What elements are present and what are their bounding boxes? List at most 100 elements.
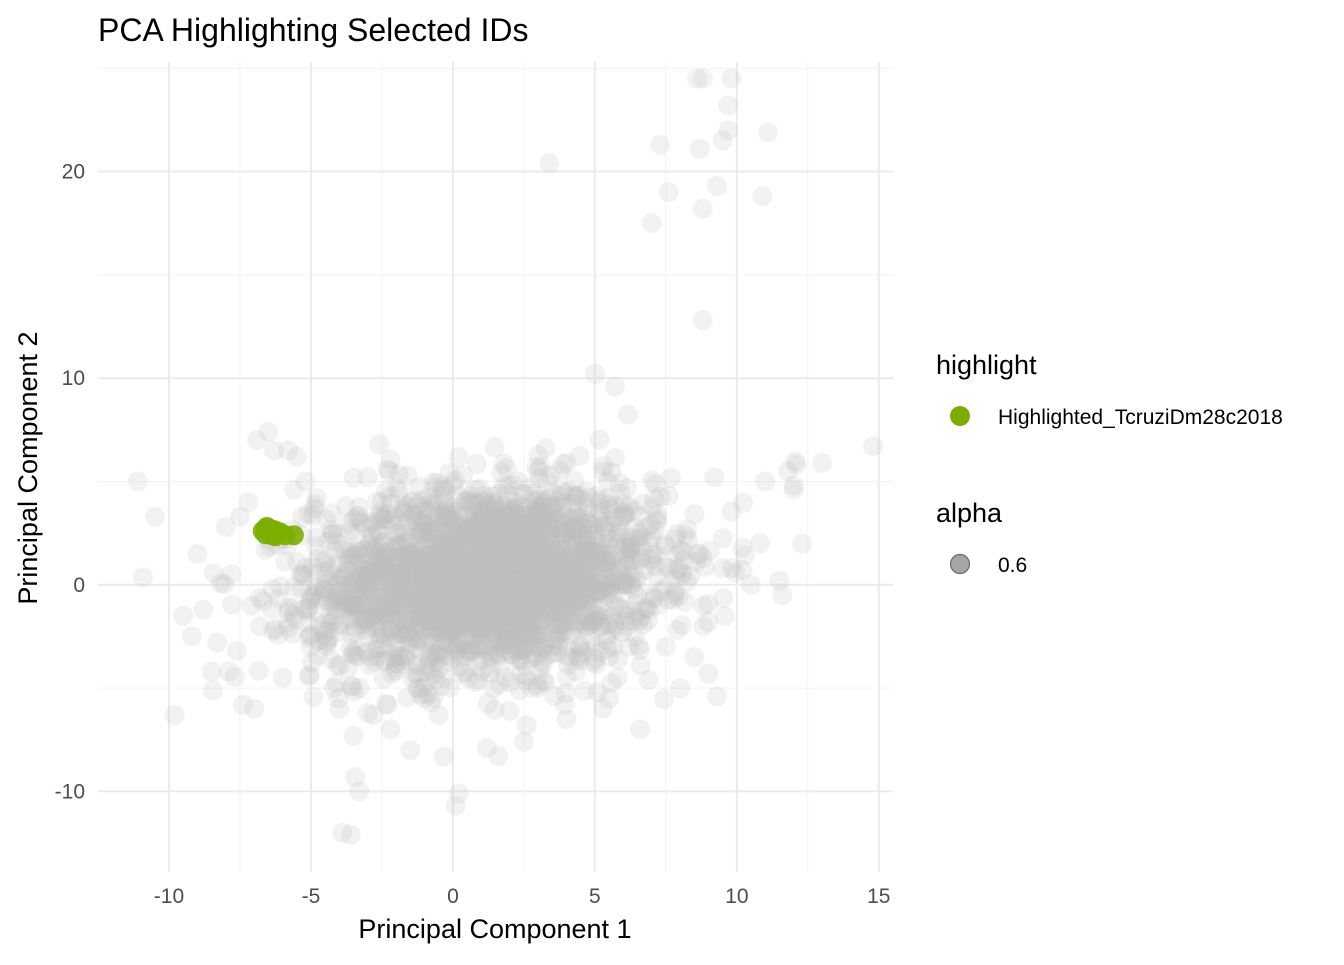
data-point bbox=[438, 508, 459, 529]
data-point bbox=[479, 578, 499, 599]
data-point bbox=[395, 569, 416, 590]
data-point bbox=[487, 624, 508, 645]
data-point bbox=[357, 579, 377, 600]
data-point bbox=[480, 575, 501, 596]
data-point bbox=[553, 622, 574, 643]
data-point bbox=[599, 646, 620, 667]
data-point bbox=[505, 618, 526, 639]
data-point bbox=[472, 524, 493, 545]
data-point bbox=[534, 584, 555, 605]
data-point bbox=[505, 569, 526, 590]
data-point bbox=[525, 591, 545, 612]
data-point bbox=[430, 579, 451, 600]
data-point bbox=[494, 582, 515, 603]
data-point bbox=[433, 545, 454, 566]
data-point bbox=[356, 620, 377, 641]
data-point bbox=[335, 540, 356, 561]
data-point bbox=[408, 632, 428, 653]
data-point bbox=[545, 620, 566, 641]
data-point bbox=[469, 608, 489, 629]
data-point bbox=[473, 599, 494, 620]
data-point bbox=[450, 589, 471, 609]
data-point bbox=[524, 629, 545, 650]
data-point bbox=[312, 589, 333, 610]
data-point bbox=[733, 492, 754, 513]
data-point bbox=[698, 594, 719, 615]
data-point bbox=[437, 573, 458, 594]
data-point bbox=[445, 559, 466, 580]
data-point bbox=[446, 641, 467, 662]
data-point bbox=[265, 618, 286, 639]
data-point bbox=[712, 558, 733, 579]
data-point bbox=[492, 603, 513, 623]
data-point bbox=[369, 434, 390, 455]
data-point bbox=[451, 607, 472, 628]
data-point bbox=[464, 568, 485, 589]
data-point bbox=[550, 548, 571, 568]
data-point bbox=[373, 637, 394, 658]
data-point bbox=[369, 552, 390, 573]
data-point bbox=[539, 534, 560, 555]
data-point bbox=[421, 642, 442, 663]
data-point bbox=[502, 526, 523, 547]
data-point bbox=[373, 558, 394, 579]
data-point bbox=[413, 572, 434, 593]
data-point bbox=[283, 604, 304, 625]
data-point bbox=[482, 486, 503, 507]
data-point bbox=[562, 588, 583, 609]
data-point bbox=[491, 523, 512, 544]
data-point bbox=[529, 584, 550, 605]
data-point bbox=[491, 542, 512, 563]
data-point bbox=[484, 546, 505, 567]
data-point bbox=[400, 579, 421, 600]
data-point bbox=[526, 516, 546, 537]
data-point bbox=[576, 617, 597, 638]
data-point bbox=[453, 465, 474, 486]
data-point bbox=[527, 540, 548, 561]
data-point bbox=[412, 613, 433, 634]
data-point bbox=[508, 603, 529, 624]
data-point bbox=[425, 645, 446, 665]
data-point bbox=[551, 527, 572, 548]
data-point bbox=[444, 573, 465, 594]
data-point bbox=[420, 522, 441, 543]
data-point bbox=[441, 504, 462, 525]
data-point bbox=[384, 648, 405, 669]
data-point bbox=[509, 564, 530, 585]
data-point bbox=[619, 564, 639, 585]
data-point bbox=[439, 577, 460, 598]
data-point bbox=[494, 565, 515, 586]
data-point bbox=[417, 571, 437, 592]
data-point bbox=[721, 68, 742, 89]
data-point bbox=[400, 565, 421, 586]
data-point bbox=[441, 518, 462, 539]
data-point bbox=[286, 608, 307, 629]
data-point bbox=[550, 611, 571, 632]
data-point bbox=[480, 658, 501, 678]
data-point bbox=[425, 566, 446, 587]
data-point bbox=[450, 571, 471, 592]
data-point bbox=[500, 517, 521, 538]
data-point bbox=[435, 538, 456, 559]
data-point bbox=[501, 547, 522, 568]
data-point bbox=[456, 557, 477, 578]
data-point bbox=[492, 632, 513, 653]
data-point bbox=[324, 587, 345, 608]
data-point bbox=[583, 651, 604, 672]
data-point bbox=[589, 534, 609, 555]
data-point bbox=[452, 516, 473, 537]
data-point bbox=[173, 605, 194, 626]
data-point bbox=[485, 506, 506, 527]
data-point bbox=[551, 602, 572, 623]
data-point bbox=[293, 565, 314, 586]
data-point bbox=[361, 608, 381, 629]
data-point bbox=[535, 558, 556, 579]
data-point bbox=[462, 574, 483, 595]
data-point bbox=[597, 553, 618, 573]
data-point bbox=[544, 600, 565, 621]
data-point bbox=[382, 505, 403, 526]
data-point bbox=[404, 564, 425, 585]
data-point bbox=[567, 557, 588, 578]
data-point bbox=[566, 547, 587, 568]
data-point bbox=[419, 540, 440, 561]
